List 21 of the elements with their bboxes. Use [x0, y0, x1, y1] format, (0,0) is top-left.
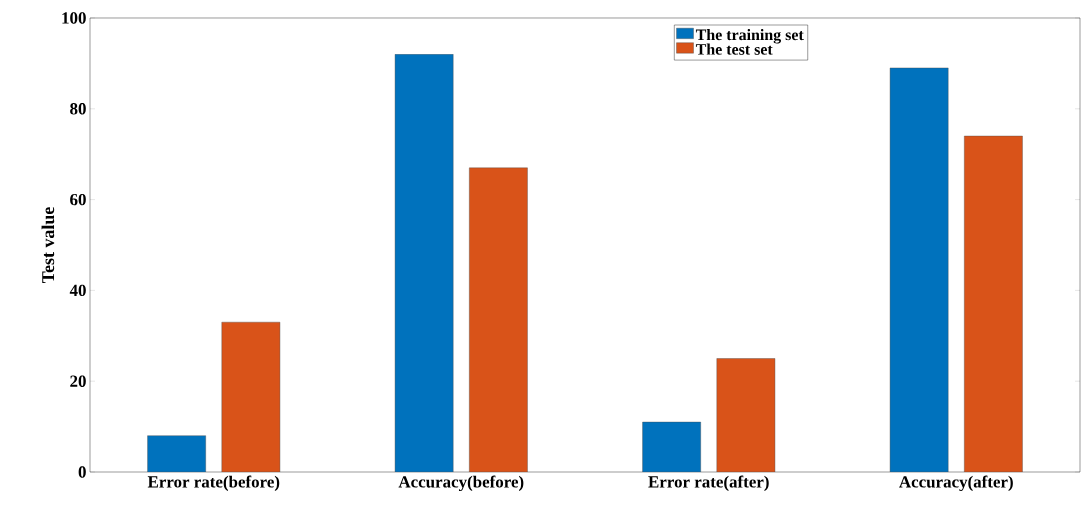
y-tick-label: 20 [70, 375, 86, 387]
bar [964, 135, 1023, 472]
bar [889, 67, 949, 472]
x-tick-label: Error rate(before) [147, 475, 280, 492]
bar [469, 167, 528, 472]
bar [221, 321, 281, 472]
bar [716, 358, 776, 472]
x-tick-label: Error rate(after) [648, 475, 769, 492]
y-tick-label: 100 [62, 12, 86, 24]
legend-label: The training set [695, 28, 804, 44]
y-tick-label: 0 [78, 466, 86, 478]
bar [147, 435, 206, 472]
x-tick-label: Accuracy(after) [899, 475, 1013, 492]
x-tick-label: Accuracy(before) [398, 475, 524, 492]
bar [394, 54, 454, 472]
y-axis-title: Test value [41, 207, 55, 283]
bar [642, 421, 701, 472]
y-tick-label: 60 [70, 193, 86, 206]
y-tick-label: 40 [69, 284, 86, 297]
legend-label: The test set [695, 43, 773, 55]
y-tick-label: 80 [70, 103, 86, 115]
